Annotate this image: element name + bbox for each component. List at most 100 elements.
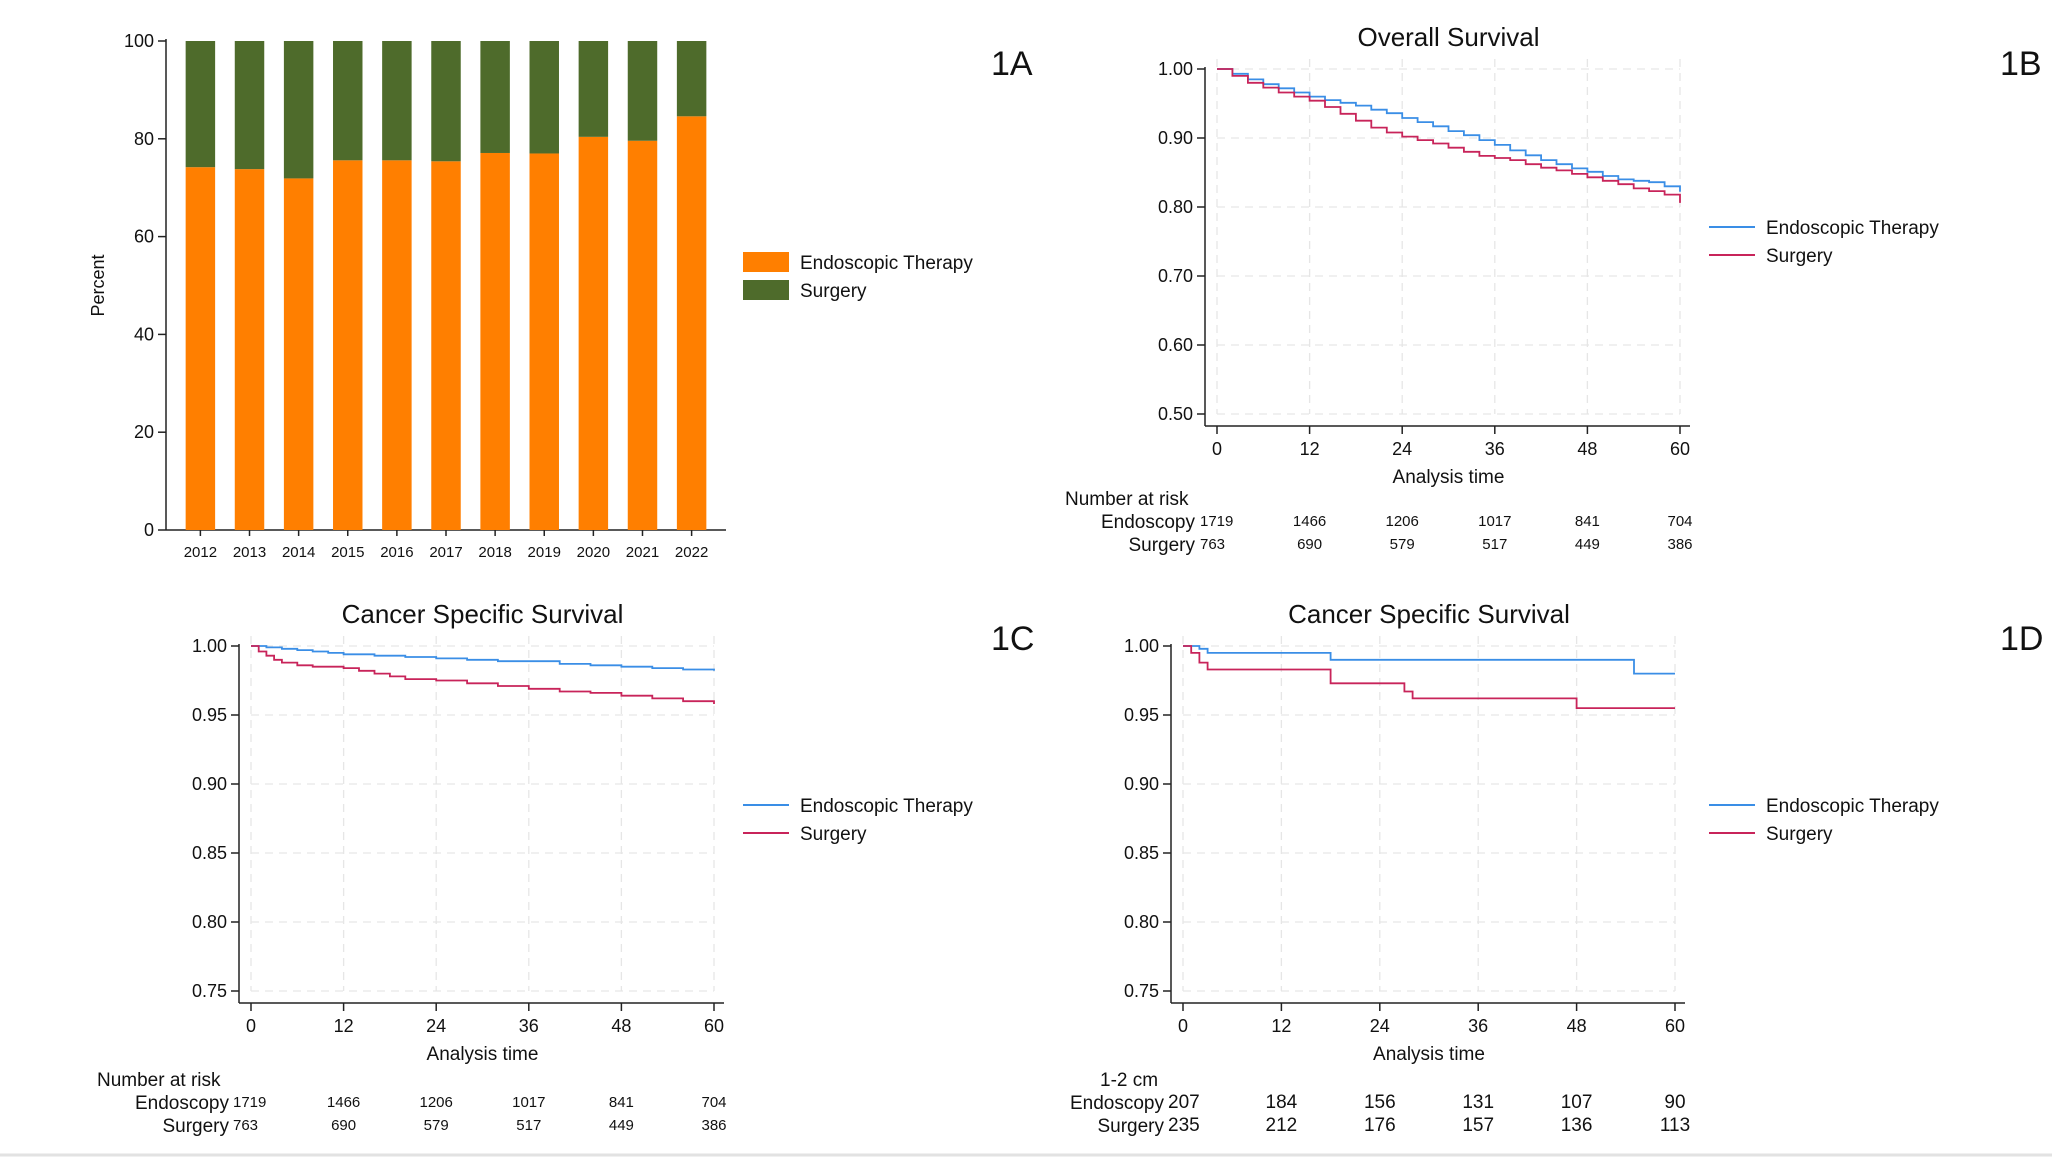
risk-value-endoscopy: 1466 [327, 1094, 360, 1111]
panel-1d-cancer-specific-survival: Cancer Specific Survival 0.75 0.80 0.85 0.90… [1124, 599, 1939, 1136]
x-tick-label: 36 [1485, 439, 1505, 459]
risk-value-endoscopy: 131 [1462, 1092, 1494, 1113]
bar-surgery-2020 [578, 41, 609, 137]
risk-value-endoscopy: 1017 [1478, 513, 1511, 530]
x-tick-label: 2021 [626, 544, 659, 561]
legend-label-endoscopic-therapy: Endoscopic Therapy [1766, 796, 1939, 817]
bar-endoscopic-therapy-2017 [431, 161, 461, 530]
risk-value-surgery: 235 [1168, 1115, 1200, 1136]
risk-value-surgery: 763 [1200, 536, 1225, 553]
bar-surgery-2017 [431, 41, 461, 162]
legend-label-surgery: Surgery [800, 281, 867, 302]
risk-value-endoscopy: 841 [1575, 513, 1600, 530]
risk-title-1c: Number at risk [97, 1070, 221, 1091]
risk-row-label-endoscopy-1d: Endoscopy [1070, 1093, 1165, 1114]
legend-label-surgery: Surgery [800, 824, 867, 845]
x-axis-label: Analysis time [1373, 1044, 1485, 1065]
y-tick-label: 0.90 [1124, 774, 1159, 794]
legend-swatch-endoscopic-therapy [743, 252, 789, 272]
risk-value-endoscopy: 1719 [233, 1094, 266, 1111]
panel-label-1d: 1D [2000, 620, 2043, 658]
risk-title-1d: 1-2 cm [1100, 1070, 1158, 1091]
risk-value-surgery: 113 [1660, 1115, 1690, 1136]
risk-value-surgery: 386 [701, 1117, 726, 1134]
y-tick-label: 0.60 [1158, 335, 1193, 355]
y-tick-label: 0.50 [1158, 404, 1193, 424]
risk-value-endoscopy: 90 [1664, 1092, 1685, 1113]
x-tick-label: 60 [1670, 439, 1690, 459]
y-tick-label: 0.90 [192, 774, 227, 794]
y-tick-label: 0.80 [1158, 197, 1193, 217]
bar-surgery-2012 [185, 41, 216, 168]
km-curve-surgery [1217, 68, 1681, 203]
bar-surgery-2014 [283, 41, 314, 179]
risk-row-label-surgery-1b: Surgery [1128, 535, 1195, 556]
risk-value-surgery: 136 [1561, 1115, 1593, 1136]
y-tick-label: 20 [134, 422, 154, 442]
bar-endoscopic-therapy-2019 [529, 153, 559, 530]
legend-swatch-surgery [743, 280, 789, 300]
x-tick-label: 12 [334, 1016, 354, 1036]
bar-endoscopic-therapy-2021 [627, 140, 658, 531]
bar-endoscopic-therapy-2013 [234, 169, 265, 531]
y-tick-label: 1.00 [1124, 636, 1159, 656]
panel-1a-bar-chart: 0 20 40 60 80 100 Percent 2012 2013 2014 2015 2016 2… [88, 31, 973, 561]
chart-title: Cancer Specific Survival [342, 599, 624, 629]
x-tick-label: 36 [1468, 1016, 1488, 1036]
risk-value-endoscopy: 107 [1561, 1092, 1593, 1113]
legend-label-endoscopic-therapy: Endoscopic Therapy [800, 253, 973, 274]
y-tick-label: 0 [144, 520, 154, 540]
risk-row-label-endoscopy-1b: Endoscopy [1101, 512, 1196, 533]
km-curve-endoscopic-therapy [1183, 645, 1675, 675]
y-tick-label: 1.00 [1158, 59, 1193, 79]
y-tick-label: 80 [134, 129, 154, 149]
panel-1b-overall-survival: Overall Survival 0.50 0.60 0.70 0.80 0.90 1.00… [1158, 22, 1939, 553]
risk-value-endoscopy: 1206 [420, 1094, 453, 1111]
x-tick-label: 2019 [528, 544, 561, 561]
km-curve-surgery [1183, 645, 1675, 709]
y-tick-label: 0.70 [1158, 266, 1193, 286]
risk-row-label-endoscopy-1c: Endoscopy [135, 1093, 230, 1114]
legend-label-endoscopic-therapy: Endoscopic Therapy [1766, 218, 1939, 239]
x-tick-label: 2018 [478, 544, 511, 561]
x-tick-label: 0 [246, 1016, 256, 1036]
chart-title: Cancer Specific Survival [1288, 599, 1570, 629]
y-tick-label: 0.95 [1124, 705, 1159, 725]
legend-label-surgery: Surgery [1766, 824, 1833, 845]
bar-endoscopic-therapy-2012 [185, 167, 216, 531]
risk-value-surgery: 212 [1266, 1115, 1298, 1136]
risk-value-surgery: 176 [1364, 1115, 1396, 1136]
x-tick-label: 0 [1212, 439, 1222, 459]
bar-surgery-2021 [627, 41, 658, 141]
risk-value-endoscopy: 841 [609, 1094, 634, 1111]
x-tick-label: 60 [1665, 1016, 1685, 1036]
risk-value-surgery: 579 [424, 1117, 449, 1134]
bar-surgery-2019 [529, 41, 559, 154]
x-tick-label: 12 [1271, 1016, 1291, 1036]
y-tick-label: 100 [124, 31, 154, 51]
y-tick-label: 0.85 [1124, 843, 1159, 863]
km-curve-endoscopic-therapy [251, 645, 715, 671]
y-tick-label: 1.00 [192, 636, 227, 656]
bar-surgery-2015 [333, 41, 363, 161]
bar-surgery-2022 [676, 41, 707, 117]
y-tick-label: 0.90 [1158, 128, 1193, 148]
x-tick-label: 2012 [184, 544, 217, 561]
bar-endoscopic-therapy-2014 [283, 178, 314, 530]
risk-row-label-surgery-1c: Surgery [162, 1116, 229, 1137]
risk-title-1b: Number at risk [1065, 489, 1189, 510]
risk-value-endoscopy: 1206 [1386, 513, 1419, 530]
risk-value-surgery: 449 [609, 1117, 634, 1134]
risk-value-surgery: 690 [331, 1117, 356, 1134]
risk-value-surgery: 517 [516, 1117, 541, 1134]
y-tick-label: 0.75 [1124, 981, 1159, 1001]
bar-endoscopic-therapy-2022 [676, 116, 707, 530]
risk-value-surgery: 579 [1390, 536, 1415, 553]
x-axis-label: Analysis time [1393, 467, 1505, 488]
x-tick-label: 60 [704, 1016, 724, 1036]
x-tick-label: 24 [1370, 1016, 1390, 1036]
panel-label-1c: 1C [991, 620, 1034, 658]
bar-endoscopic-therapy-2015 [333, 160, 363, 531]
risk-value-endoscopy: 1017 [512, 1094, 545, 1111]
